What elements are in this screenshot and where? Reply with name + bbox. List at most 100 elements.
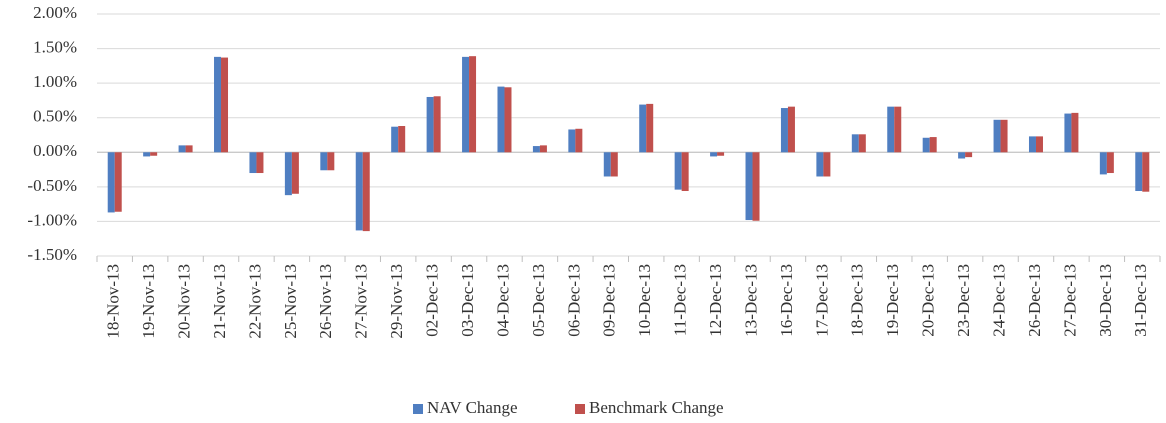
x-tick-label: 17-Dec-13 bbox=[812, 264, 831, 337]
bar bbox=[497, 86, 505, 153]
x-tick-label: 25-Nov-13 bbox=[281, 264, 300, 339]
bar bbox=[1106, 152, 1114, 174]
y-tick-label: -1.00% bbox=[27, 210, 77, 229]
bar bbox=[1135, 152, 1143, 192]
bar bbox=[398, 126, 406, 153]
y-tick-label: 1.00% bbox=[33, 72, 77, 91]
bar bbox=[185, 145, 193, 153]
bar bbox=[922, 137, 930, 153]
x-tick-label: 29-Nov-13 bbox=[387, 264, 406, 339]
bar bbox=[532, 146, 540, 153]
x-tick-label: 22-Nov-13 bbox=[245, 264, 264, 339]
bar bbox=[681, 152, 689, 192]
x-tick-label: 10-Dec-13 bbox=[635, 264, 654, 337]
bar bbox=[929, 137, 937, 153]
x-tick-label: 03-Dec-13 bbox=[458, 264, 477, 337]
bar bbox=[674, 152, 682, 190]
bar bbox=[469, 56, 477, 153]
bar bbox=[539, 145, 547, 153]
bar bbox=[752, 152, 760, 221]
bar bbox=[1142, 152, 1150, 192]
x-tick-label: 26-Nov-13 bbox=[316, 264, 335, 339]
x-tick-label: 20-Nov-13 bbox=[174, 264, 193, 339]
y-tick-label: 0.00% bbox=[33, 141, 77, 160]
bar bbox=[362, 152, 370, 232]
bar bbox=[320, 152, 328, 171]
x-tick-label: 12-Dec-13 bbox=[706, 264, 725, 337]
bar bbox=[256, 152, 264, 174]
bar bbox=[291, 152, 299, 194]
bar bbox=[851, 134, 859, 153]
x-tick-label: 20-Dec-13 bbox=[919, 264, 938, 337]
x-tick-label: 21-Nov-13 bbox=[210, 264, 229, 339]
bar bbox=[965, 152, 973, 158]
bar bbox=[143, 152, 151, 157]
x-tick-label: 24-Dec-13 bbox=[989, 264, 1008, 337]
x-tick-label: 02-Dec-13 bbox=[423, 264, 442, 337]
legend-label: NAV Change bbox=[427, 398, 518, 417]
bar bbox=[717, 152, 725, 156]
bar bbox=[1035, 136, 1043, 153]
bar bbox=[787, 106, 795, 153]
bar bbox=[745, 152, 753, 221]
bar bbox=[1064, 113, 1072, 153]
bar bbox=[710, 152, 718, 157]
y-tick-label: 2.00% bbox=[33, 3, 77, 22]
bar bbox=[816, 152, 824, 177]
x-tick-label: 06-Dec-13 bbox=[564, 264, 583, 337]
x-tick-label: 04-Dec-13 bbox=[493, 264, 512, 337]
y-tick-label: 0.50% bbox=[33, 107, 77, 126]
bar bbox=[249, 152, 257, 174]
bar bbox=[214, 56, 222, 153]
bar bbox=[462, 56, 470, 153]
bar bbox=[178, 145, 186, 153]
bar bbox=[355, 152, 363, 231]
x-tick-label: 18-Dec-13 bbox=[848, 264, 867, 337]
bar bbox=[823, 152, 831, 177]
bar bbox=[426, 96, 434, 153]
bar bbox=[887, 106, 895, 153]
bar bbox=[284, 152, 292, 196]
x-tick-label: 16-Dec-13 bbox=[777, 264, 796, 337]
y-tick-label: -0.50% bbox=[27, 176, 77, 195]
bar bbox=[568, 129, 576, 153]
bar bbox=[1071, 112, 1079, 153]
bar bbox=[391, 126, 399, 153]
bar bbox=[114, 152, 122, 212]
x-tick-label: 09-Dec-13 bbox=[600, 264, 619, 337]
bar bbox=[639, 104, 647, 153]
bar bbox=[603, 152, 611, 177]
bar bbox=[858, 134, 866, 153]
x-tick-label: 30-Dec-13 bbox=[1096, 264, 1115, 337]
x-tick-label: 26-Dec-13 bbox=[1025, 264, 1044, 337]
x-tick-label: 27-Dec-13 bbox=[1060, 264, 1079, 337]
x-tick-label: 13-Dec-13 bbox=[741, 264, 760, 337]
x-tick-label: 19-Dec-13 bbox=[883, 264, 902, 337]
bar bbox=[646, 103, 654, 153]
bar bbox=[107, 152, 115, 213]
bar bbox=[1000, 119, 1008, 153]
bar bbox=[958, 152, 966, 159]
bar bbox=[575, 128, 583, 153]
bar bbox=[894, 106, 902, 153]
x-tick-label: 05-Dec-13 bbox=[529, 264, 548, 337]
bar bbox=[433, 96, 441, 153]
y-tick-label: -1.50% bbox=[27, 245, 77, 264]
x-tick-label: 18-Nov-13 bbox=[104, 264, 123, 339]
bar bbox=[221, 57, 229, 153]
legend-label: Benchmark Change bbox=[589, 398, 724, 417]
bar bbox=[780, 108, 788, 153]
x-tick-label: 23-Dec-13 bbox=[954, 264, 973, 337]
bar bbox=[1099, 152, 1107, 175]
legend-swatch bbox=[413, 404, 423, 414]
bar bbox=[150, 152, 158, 156]
bar bbox=[327, 152, 335, 171]
bar bbox=[504, 87, 512, 153]
legend-swatch bbox=[575, 404, 585, 414]
x-tick-label: 19-Nov-13 bbox=[139, 264, 158, 339]
x-tick-label: 27-Nov-13 bbox=[352, 264, 371, 339]
x-tick-label: 31-Dec-13 bbox=[1131, 264, 1150, 337]
bar bbox=[993, 119, 1001, 153]
bar bbox=[1028, 136, 1036, 153]
